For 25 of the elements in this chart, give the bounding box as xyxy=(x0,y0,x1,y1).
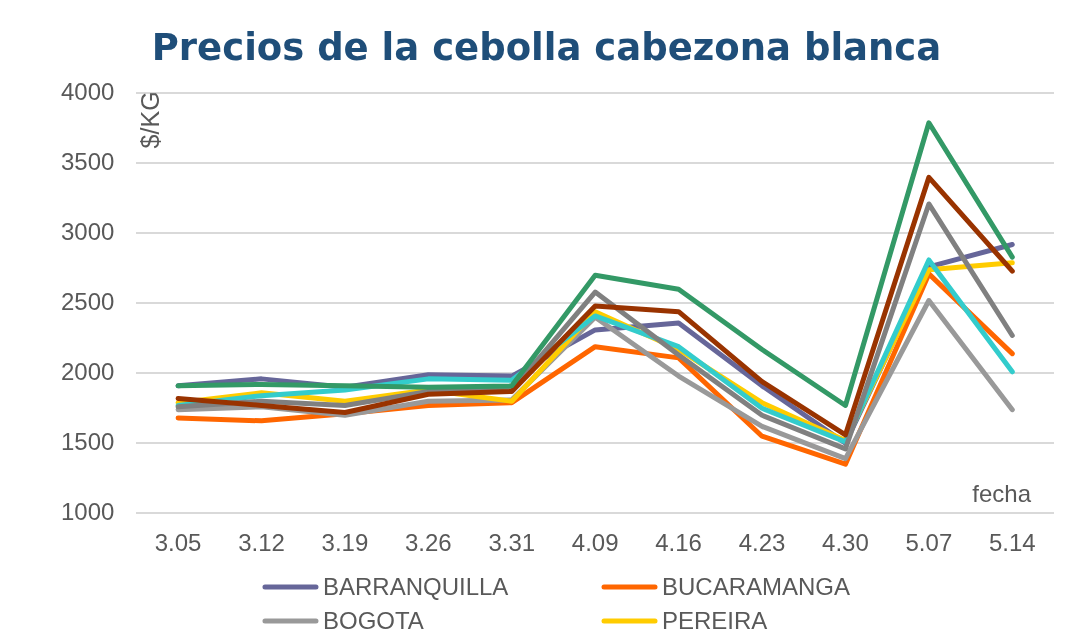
x-tick-label: 3.19 xyxy=(321,529,369,557)
y-tick-label: 3000 xyxy=(61,217,115,245)
y-tick-label: 1500 xyxy=(61,427,115,455)
chart-title: Precios de la cebolla cabezona blanca xyxy=(151,25,942,69)
legend-label: BOGOTA xyxy=(322,606,424,634)
legend-label: BARRANQUILLA xyxy=(322,572,509,600)
legend-label: BUCARAMANGA xyxy=(662,572,851,600)
y-axis-title: $/KG xyxy=(135,91,164,149)
x-tick-label: 5.07 xyxy=(905,529,953,557)
x-tick-label: 5.14 xyxy=(988,529,1036,557)
x-tick-label: 3.31 xyxy=(488,529,536,557)
y-tick-label: 3500 xyxy=(61,147,115,175)
x-tick-label: 4.16 xyxy=(655,529,702,557)
legend-label: PEREIRA xyxy=(662,606,768,634)
x-tick-label: 3.05 xyxy=(154,529,202,557)
x-tick-label: 3.12 xyxy=(238,529,285,557)
x-tick-label: 4.23 xyxy=(738,529,786,557)
y-tick-label: 2500 xyxy=(61,287,115,315)
x-tick-label: 3.26 xyxy=(405,529,452,557)
y-tick-label: 2000 xyxy=(61,357,115,385)
y-tick-label: 4000 xyxy=(61,78,115,106)
y-tick-label: 1000 xyxy=(61,497,115,525)
x-axis-title: fecha xyxy=(972,479,1032,507)
x-tick-label: 4.09 xyxy=(571,529,619,557)
x-tick-label: 4.30 xyxy=(822,529,869,557)
